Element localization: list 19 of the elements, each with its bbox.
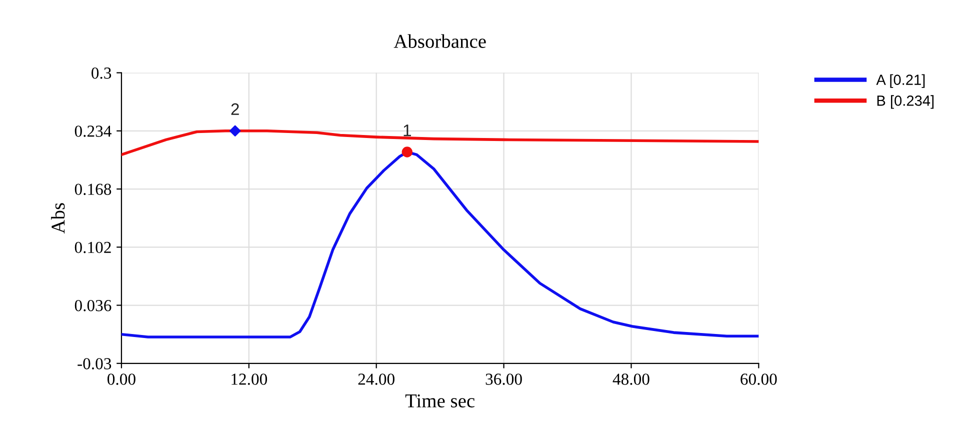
y-tick-label: 0.102	[74, 242, 111, 254]
y-axis-title: Abs	[51, 203, 65, 234]
x-tick-label: 24.00	[358, 374, 394, 385]
x-axis-title: Time sec	[405, 394, 474, 408]
y-tick-label: 0.036	[74, 300, 112, 312]
y-tick-label: -0.03	[78, 358, 112, 370]
legend-label: B [0.234]	[877, 95, 934, 109]
x-tick-label: 36.00	[486, 374, 522, 385]
y-tick-label: 0.168	[74, 184, 112, 196]
y-tick-label: 0.3	[92, 67, 112, 79]
x-tick-label: 48.00	[612, 374, 650, 385]
legend-label: A [0.21]	[876, 74, 925, 88]
x-tick-label: 12.00	[232, 374, 268, 385]
x-tick-label: 0.00	[108, 374, 136, 385]
x-tick-label: 60.00	[740, 374, 777, 385]
annotation: 2	[231, 103, 239, 115]
y-tick-label: 0.234	[74, 126, 112, 137]
annotation: 1	[404, 124, 411, 136]
chart-title: Absorbance	[394, 34, 486, 48]
